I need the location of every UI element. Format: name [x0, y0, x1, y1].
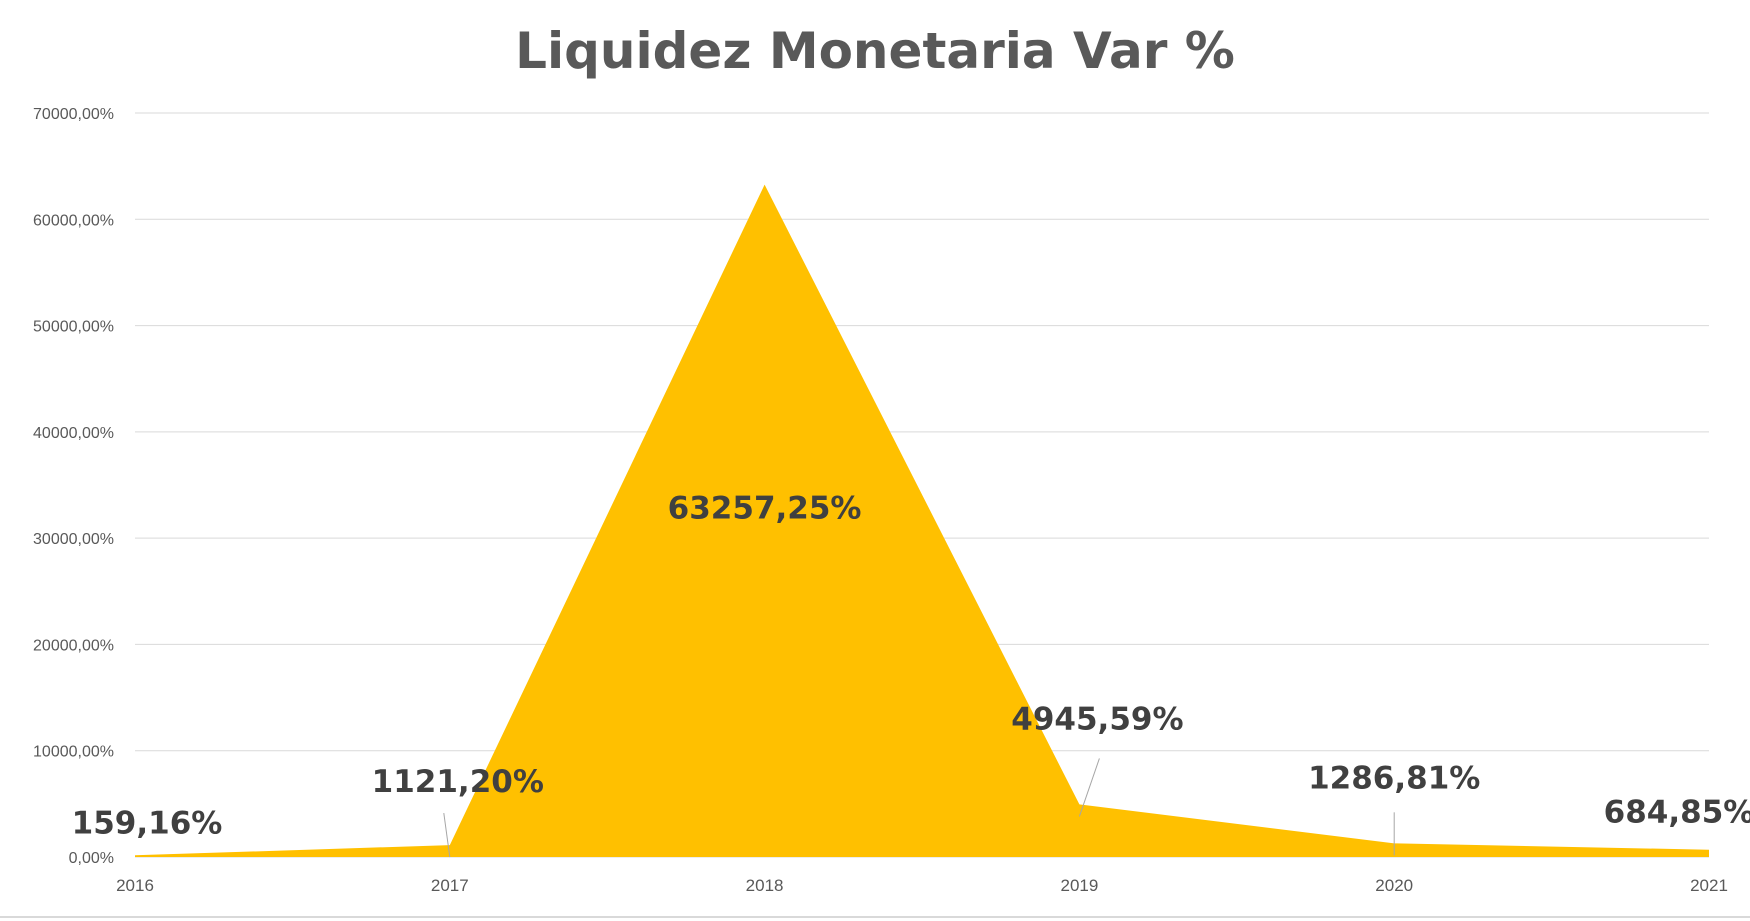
data-label: 684,85% — [1604, 795, 1750, 831]
y-tick-label: 70000,00% — [33, 106, 114, 123]
data-label: 63257,25% — [668, 491, 862, 527]
chart-title: Liquidez Monetaria Var % — [515, 22, 1235, 80]
y-tick-label: 50000,00% — [33, 319, 114, 336]
data-label: 159,16% — [72, 805, 223, 841]
data-label-leader — [1078, 758, 1100, 817]
bottom-divider — [0, 916, 1750, 918]
data-label: 1286,81% — [1308, 760, 1480, 796]
x-tick-label: 2019 — [1060, 876, 1098, 895]
data-label: 4945,59% — [1011, 701, 1183, 737]
y-tick-label: 20000,00% — [33, 637, 114, 654]
y-tick-label: 10000,00% — [33, 744, 114, 761]
y-tick-label: 60000,00% — [33, 212, 114, 229]
x-tick-label: 2020 — [1375, 876, 1413, 895]
x-tick-label: 2021 — [1690, 876, 1728, 895]
area-series — [135, 184, 1709, 858]
y-tick-label: 0,00% — [69, 850, 114, 867]
x-tick-label: 2017 — [431, 876, 469, 895]
x-tick-label: 2018 — [746, 876, 784, 895]
x-tick-label: 2016 — [116, 876, 154, 895]
y-tick-label: 40000,00% — [33, 425, 114, 442]
data-label-leader — [443, 813, 451, 858]
data-label: 1121,20% — [372, 764, 544, 800]
y-tick-label: 30000,00% — [33, 531, 114, 548]
